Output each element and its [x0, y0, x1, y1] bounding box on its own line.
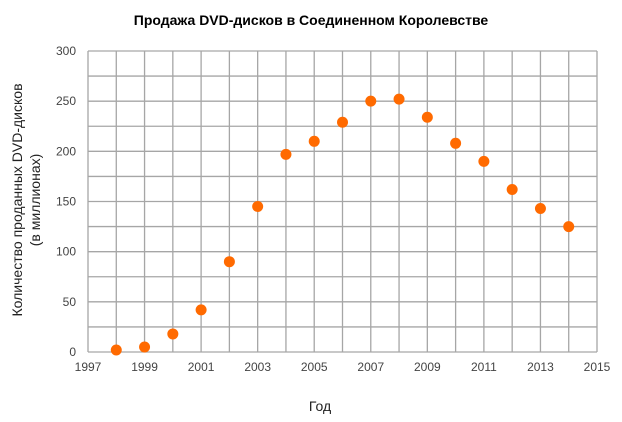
data-point — [450, 137, 462, 149]
y-tick-label: 50 — [63, 295, 77, 309]
y-tick-label: 300 — [56, 44, 76, 58]
chart-title: Продажа DVD-дисков в Соединенном Королев… — [133, 12, 489, 28]
data-point — [139, 341, 151, 353]
data-point — [478, 155, 490, 167]
data-point — [534, 203, 546, 215]
data-point — [252, 201, 264, 213]
y-tick-label: 250 — [56, 94, 76, 108]
x-tick-label: 2009 — [414, 360, 441, 374]
data-point — [365, 95, 377, 107]
y-tick-label: 100 — [56, 245, 76, 259]
data-point — [337, 116, 348, 128]
x-tick-label: 2011 — [471, 360, 497, 374]
data-point — [195, 304, 207, 316]
data-point — [308, 135, 320, 147]
x-tick-label: 2013 — [527, 360, 554, 374]
y-axis-label-line1: Количество проданных DVD-дисков — [9, 83, 25, 316]
x-tick-label: 2005 — [301, 360, 328, 374]
x-tick-label: 1999 — [131, 360, 158, 374]
y-axis-label-line2: (в миллионах) — [27, 154, 43, 247]
data-point — [393, 93, 405, 105]
y-tick-label: 200 — [56, 144, 76, 158]
data-point — [223, 256, 235, 268]
x-axis-label: Год — [309, 398, 331, 414]
data-point — [110, 344, 122, 356]
x-tick-label: 2007 — [357, 360, 384, 374]
data-point — [506, 183, 518, 195]
data-point — [421, 111, 433, 123]
x-tick-label: 2015 — [584, 360, 611, 374]
y-tick-label: 150 — [56, 195, 76, 209]
x-tick-label: 2003 — [244, 360, 271, 374]
data-point — [563, 221, 575, 233]
x-tick-label: 2001 — [188, 360, 215, 374]
x-tick-label: 1997 — [75, 360, 102, 374]
data-point — [280, 148, 292, 160]
y-tick-label: 0 — [69, 345, 76, 359]
data-point — [167, 328, 179, 340]
